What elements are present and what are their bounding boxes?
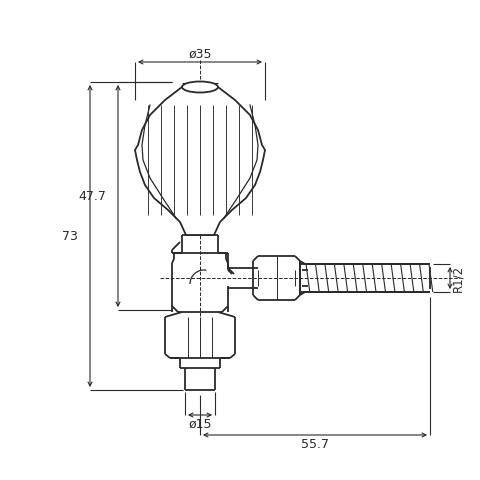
Text: ø15: ø15 [188,418,212,431]
Text: 47.7: 47.7 [78,190,106,203]
Text: 73: 73 [62,229,78,242]
Text: R1/2: R1/2 [452,264,465,291]
Polygon shape [135,87,265,235]
Ellipse shape [182,82,218,93]
Text: ø35: ø35 [188,48,212,60]
Text: 55.7: 55.7 [301,437,329,451]
